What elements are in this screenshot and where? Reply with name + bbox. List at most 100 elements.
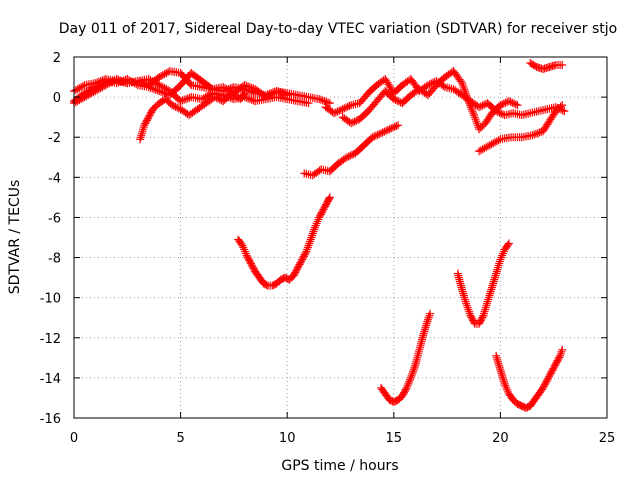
- data-point-marker: [464, 305, 473, 314]
- y-axis-label: SDTVAR / TECUs: [7, 180, 23, 295]
- data-point-marker: [483, 297, 492, 306]
- data-point-marker: [533, 129, 542, 138]
- data-point-marker: [136, 133, 145, 142]
- data-point-marker: [80, 93, 89, 102]
- data-point-marker: [345, 101, 354, 110]
- y-tick-label: -8: [48, 252, 61, 267]
- data-point-marker: [504, 239, 513, 248]
- data-point-marker: [318, 96, 327, 105]
- data-point-marker: [373, 130, 382, 139]
- data-point-marker: [303, 243, 312, 252]
- data-point-marker: [185, 79, 194, 88]
- data-point-marker: [301, 249, 310, 258]
- data-point-marker: [470, 111, 479, 120]
- data-point-marker: [240, 81, 249, 90]
- data-point-marker: [112, 75, 121, 84]
- data-point-marker: [466, 103, 475, 112]
- data-point-marker: [488, 281, 497, 290]
- data-point-marker: [162, 85, 171, 94]
- data-point-marker: [466, 101, 475, 110]
- data-point-marker: [497, 369, 506, 378]
- data-point-marker: [382, 126, 391, 135]
- data-point-marker: [308, 231, 317, 240]
- data-point-marker: [109, 77, 118, 86]
- data-point-marker: [310, 223, 319, 232]
- data-point-marker: [157, 72, 166, 81]
- data-point-marker: [501, 381, 510, 390]
- data-point-marker: [461, 297, 470, 306]
- data-point-marker: [96, 84, 105, 93]
- data-point-marker: [422, 321, 431, 330]
- data-point-marker: [460, 85, 469, 94]
- plot-frame: [73, 56, 608, 419]
- axis-ticks: 0 5 10 15 20 25 -16 -14 -12 -10 -8 -6 -4 -2 0 2: [40, 51, 616, 446]
- data-point-marker: [180, 95, 189, 104]
- data-point-marker: [495, 361, 504, 370]
- x-tick-label: 10: [279, 431, 296, 446]
- data-point-marker: [558, 61, 567, 70]
- data-point-marker: [493, 265, 502, 274]
- data-point-marker: [144, 83, 153, 92]
- data-point-marker: [350, 117, 359, 126]
- data-point-marker: [462, 93, 471, 102]
- data-point-marker: [162, 69, 171, 78]
- data-point-marker: [245, 95, 254, 104]
- data-point-marker: [458, 285, 467, 294]
- data-point-marker: [491, 138, 500, 147]
- data-point-marker: [493, 355, 502, 364]
- data-point-marker: [304, 241, 313, 250]
- data-point-marker: [482, 143, 491, 152]
- data-point-marker: [496, 255, 505, 264]
- data-point-marker: [402, 383, 411, 392]
- data-point-marker: [498, 371, 507, 380]
- data-point-marker: [197, 95, 206, 104]
- data-point-marker: [146, 83, 155, 92]
- data-point-marker: [101, 81, 110, 90]
- data-point-marker: [144, 75, 153, 84]
- data-point-marker: [377, 129, 386, 138]
- data-point-marker: [160, 84, 169, 93]
- data-point-marker: [409, 365, 418, 374]
- data-point-marker: [419, 329, 428, 338]
- data-point-marker: [139, 123, 148, 132]
- data-point-marker: [463, 95, 472, 104]
- data-point-marker: [306, 235, 315, 244]
- data-point-marker: [138, 127, 147, 136]
- data-point-marker: [472, 117, 481, 126]
- data-point-marker: [385, 125, 394, 134]
- data-point-marker: [305, 237, 314, 246]
- data-point-marker: [245, 83, 254, 92]
- data-point-marker: [173, 103, 182, 112]
- data-point-marker: [421, 323, 430, 332]
- data-point-marker: [325, 193, 334, 202]
- series-arc-13: [492, 345, 567, 412]
- data-point-marker: [212, 93, 221, 102]
- data-point-marker: [136, 135, 145, 144]
- y-tick-label: 0: [53, 91, 61, 106]
- data-point-marker: [85, 90, 94, 99]
- data-point-marker: [487, 140, 496, 149]
- data-point-marker: [214, 94, 223, 103]
- data-point-marker: [426, 309, 435, 318]
- data-point-marker: [405, 377, 414, 386]
- data-point-marker: [393, 96, 402, 105]
- data-point-marker: [462, 91, 471, 100]
- data-point-marker: [277, 89, 286, 98]
- series-arc-3: [70, 75, 313, 108]
- data-point-marker: [210, 93, 219, 102]
- data-point-marker: [458, 81, 467, 90]
- data-point-marker: [137, 129, 146, 138]
- data-point-marker: [103, 80, 112, 89]
- data-point-marker: [389, 95, 398, 104]
- data-point-marker: [388, 123, 397, 132]
- data-point-marker: [219, 83, 228, 92]
- series-arc-6: [338, 67, 522, 134]
- data-point-marker: [380, 127, 389, 136]
- data-point-marker: [499, 99, 508, 108]
- data-point-marker: [499, 247, 508, 256]
- data-point-marker: [181, 95, 190, 104]
- data-point-marker: [343, 102, 352, 111]
- data-point-marker: [390, 122, 399, 131]
- data-point-marker: [183, 94, 192, 103]
